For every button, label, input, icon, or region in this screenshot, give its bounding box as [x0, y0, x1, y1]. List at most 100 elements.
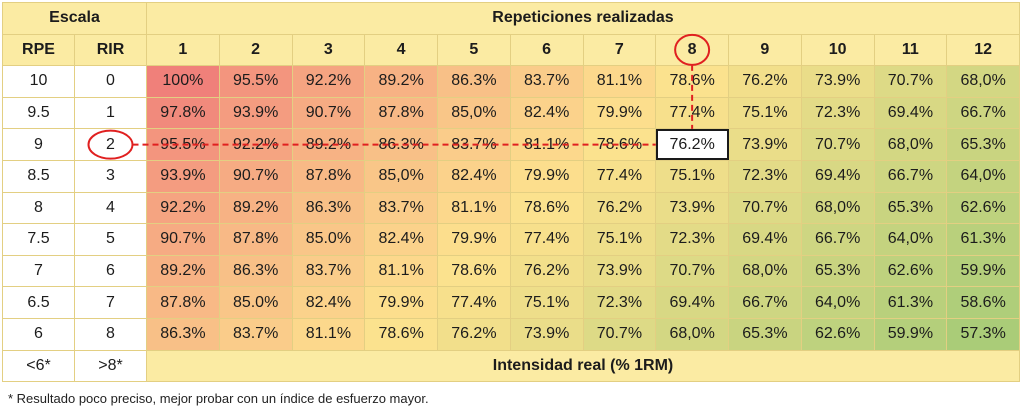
intensity-cell: 62.6% — [946, 191, 1020, 225]
intensity-cell: 83.7% — [437, 128, 511, 161]
last-row: <6* >8* Intensidad real (% 1RM) — [2, 349, 1020, 383]
rep-header-5: 5 — [437, 33, 511, 67]
repeticiones-header: Repeticiones realizadas — [146, 2, 1020, 35]
intensity-cell: 82.4% — [291, 286, 366, 319]
intensity-cell: 81.1% — [437, 191, 511, 225]
rir-cell: 6 — [74, 254, 147, 288]
intensity-cell: 72.3% — [582, 286, 657, 319]
intensity-cell: 77.4% — [655, 96, 729, 130]
intensity-cell: 66.7% — [728, 286, 802, 319]
intensity-cell: 79.9% — [582, 96, 657, 130]
intensity-cell: 65.3% — [728, 317, 802, 351]
rpe-cell: 8.5 — [2, 159, 75, 193]
intensity-cell: 78.6% — [364, 317, 438, 351]
intensity-cell: 69.4% — [800, 159, 875, 193]
intensity-cell: 73.9% — [582, 254, 657, 288]
rpe-cell: 9 — [2, 128, 75, 161]
intensity-cell: 82.4% — [364, 223, 438, 256]
intensity-cell: 77.4% — [509, 223, 584, 256]
rpe-cell: 8 — [2, 191, 75, 225]
table-row: 6 8 86.3% 83.7% 81.1% 78.6% 76.2% 73.9% 70.7% 68,… — [2, 317, 1020, 351]
intensity-cell: 65.3% — [873, 191, 948, 225]
intensity-cell: 95.5% — [146, 128, 220, 161]
intensity-cell: 66.7% — [873, 159, 948, 193]
intensity-cell: 85,0% — [437, 96, 511, 130]
intensity-cell: 75.1% — [582, 223, 657, 256]
intensity-cell: 70.7% — [582, 317, 657, 351]
intensity-cell: 87.8% — [146, 286, 220, 319]
table-row: 8 4 92.2% 89.2% 86.3% 83.7% 81.1% 78.6% 76.2% 73.… — [2, 191, 1020, 225]
intensity-cell: 61.3% — [873, 286, 948, 319]
intensity-cell: 78.6% — [655, 65, 729, 98]
intensity-cell: 73.9% — [728, 128, 802, 161]
table-row: 9 2 95.5% 92.2% 89.2% 86.3% 83.7% 81.1% 78.6% 76.… — [2, 128, 1020, 161]
intensity-cell: 81.1% — [509, 128, 584, 161]
intensity-cell: 58.6% — [946, 286, 1020, 319]
intensity-cell: 86.3% — [437, 65, 511, 98]
intensity-cell: 62.6% — [800, 317, 875, 351]
intensity-cell: 87.8% — [364, 96, 438, 130]
intensity-cell: 68,0% — [728, 254, 802, 288]
rir-cell: 1 — [74, 96, 147, 130]
intensidad-footer: Intensidad real (% 1RM) — [146, 349, 1020, 383]
intensity-cell: 72.3% — [655, 223, 729, 256]
intensity-cell: 75.1% — [728, 96, 802, 130]
rir-cell: 7 — [74, 286, 147, 319]
intensity-cell: 68,0% — [800, 191, 875, 225]
intensity-cell: 69.4% — [655, 286, 729, 319]
intensity-cell: 86.3% — [146, 317, 220, 351]
intensity-cell: 65.3% — [800, 254, 875, 288]
footnote: * Resultado poco preciso, mejor probar c… — [8, 391, 429, 406]
rep-header-3: 3 — [291, 33, 366, 67]
table-row: 9.5 1 97.8% 93.9% 90.7% 87.8% 85,0% 82.4% 79.9% 7… — [2, 96, 1020, 130]
intensity-cell: 81.1% — [364, 254, 438, 288]
rir-cell: 0 — [74, 65, 147, 98]
intensity-cell: 76.2% — [437, 317, 511, 351]
rep-header-7: 7 — [582, 33, 657, 67]
intensity-cell: 64,0% — [873, 223, 948, 256]
intensity-cell: 76.2% — [582, 191, 657, 225]
intensity-cell: 78.6% — [509, 191, 584, 225]
header-row-reps: RPE RIR 1 2 3 4 5 6 7 8 9 10 11 12 — [2, 33, 1020, 67]
header-row-top: Escala Repeticiones realizadas — [2, 2, 1020, 35]
rep-header-12: 12 — [946, 33, 1020, 67]
rir-header: RIR — [74, 33, 147, 67]
intensity-cell: 85.0% — [291, 223, 366, 256]
rep-header-4: 4 — [364, 33, 438, 67]
rep-header-9: 9 — [728, 33, 802, 67]
rep-header-6: 6 — [509, 33, 584, 67]
intensity-cell: 68,0% — [655, 317, 729, 351]
rir-cell: 8 — [74, 317, 147, 351]
intensity-cell: 82.4% — [437, 159, 511, 193]
intensity-cell: 90.7% — [291, 96, 366, 130]
intensity-cell: 64,0% — [800, 286, 875, 319]
intensity-cell: 62.6% — [873, 254, 948, 288]
intensity-cell: 75.1% — [655, 159, 729, 193]
intensity-cell: 73.9% — [800, 65, 875, 98]
intensity-cell: 68,0% — [946, 65, 1020, 98]
escala-header: Escala — [2, 2, 147, 35]
table-row: 7.5 5 90.7% 87.8% 85.0% 82.4% 79.9% 77.4% 75.1% 7… — [2, 223, 1020, 256]
intensity-cell: 83.7% — [291, 254, 366, 288]
rpe-header: RPE — [2, 33, 75, 67]
intensity-cell: 87.8% — [291, 159, 366, 193]
intensity-cell: 68,0% — [873, 128, 948, 161]
intensity-cell: 69.4% — [873, 96, 948, 130]
intensity-cell: 100% — [146, 65, 220, 98]
rpe-cell: 10 — [2, 65, 75, 98]
intensity-cell: 59.9% — [873, 317, 948, 351]
rir-cell: 5 — [74, 223, 147, 256]
intensity-cell: 83.7% — [364, 191, 438, 225]
intensity-cell: 73.9% — [655, 191, 729, 225]
intensity-cell: 57.3% — [946, 317, 1020, 351]
table-row: 8.5 3 93.9% 90.7% 87.8% 85,0% 82.4% 79.9% 77.4% 7… — [2, 159, 1020, 193]
rep-header-2: 2 — [218, 33, 293, 67]
intensity-cell: 75.1% — [509, 286, 584, 319]
intensity-cell: 83.7% — [218, 317, 293, 351]
intensity-cell: 81.1% — [582, 65, 657, 98]
intensity-cell: 89.2% — [218, 191, 293, 225]
intensity-cell: 76.2% — [728, 65, 802, 98]
intensity-cell: 72.3% — [728, 159, 802, 193]
intensity-cell: 87.8% — [218, 223, 293, 256]
